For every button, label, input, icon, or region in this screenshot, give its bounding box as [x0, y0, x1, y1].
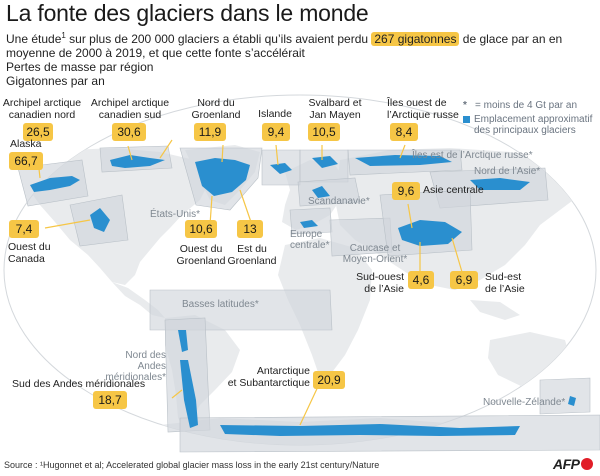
label-greenland-west: Ouest du Groenland [176, 243, 226, 267]
region-new-zealand [539, 377, 591, 415]
value-greenland-west: 10,6 [185, 220, 217, 238]
label-asia-southeast: Sud-est de l’Asie [485, 271, 525, 295]
legend-asterisk-row: * = moins de 4 Gt par an [463, 100, 594, 111]
asterisk-symbol: * [463, 100, 467, 111]
glacier-greenland [195, 158, 250, 196]
label-usa: États-Unis* [150, 209, 201, 220]
label-antarctic: Antarctique et Subantarctique [227, 365, 310, 389]
label-canada-west: Ouest du Canada [8, 241, 51, 265]
legend-glacier-row: Emplacement approximatif des principaux … [463, 114, 594, 136]
footnote-marker: 1 [61, 31, 66, 40]
glacier-alaska [30, 176, 80, 192]
label-new-zealand: Nouvelle-Zélande* [483, 397, 566, 408]
glacier-iceland [270, 163, 292, 174]
afp-dot-icon [580, 458, 593, 470]
value-antarctic: 20,9 [313, 371, 345, 389]
glacier-swatch-icon [463, 116, 470, 123]
world-map [3, 94, 600, 453]
intro-middle: sur plus de 200 000 glaciers a établi qu… [65, 32, 372, 46]
label-low-latitudes: Basses latitudes* [182, 299, 259, 310]
value-greenland-east: 13 [237, 220, 263, 238]
map-legend: * = moins de 4 Gt par an Emplacement app… [463, 100, 594, 139]
label-asia-southwest: Sud-ouest de l’Asie [356, 271, 404, 295]
page-title: La fonte des glaciers dans le monde [6, 0, 369, 26]
glacier-new-zealand [568, 396, 576, 406]
label-greenland-north: Nord du Groenland [191, 97, 241, 121]
intro-text: Une étude1 sur plus de 200 000 glaciers … [6, 29, 596, 60]
region-scandinavia [297, 177, 361, 207]
value-asia-southwest: 4,6 [408, 271, 434, 289]
glacier-canada-west [90, 208, 110, 232]
glacier-canada-arctic [110, 155, 165, 168]
value-russia-west: 8,4 [390, 123, 418, 141]
value-canada-south: 30,6 [112, 123, 146, 141]
label-andes-south: Sud des Andes méridionales [12, 378, 146, 390]
glacier-russia-arctic [355, 155, 452, 166]
legend-glacier-text: Emplacement approximatif des principaux … [474, 114, 593, 136]
label-scandinavia: Scandanavie* [308, 196, 370, 207]
intro-after: de glace par an en moyenne de 2000 à 201… [6, 32, 563, 60]
label-canada-arctic: Archipel arctique canadien nord [2, 97, 82, 121]
intro-before: Une étude [6, 32, 62, 46]
glacier-andes-south [180, 360, 198, 428]
value-iceland: 9,4 [262, 123, 290, 141]
label-alaska: Alaska [10, 138, 42, 150]
glacier-andes-north [178, 330, 188, 352]
glacier-scandinavia [312, 186, 330, 198]
total-loss-highlight: 267 gigatonnes [371, 32, 460, 46]
glacier-asia-north [470, 178, 530, 190]
glacier-asia-central [398, 220, 462, 246]
label-caucasus: Caucase et Moyen-Orient* [342, 243, 408, 265]
label-canada-south: Archipel arctique canadien sud [90, 97, 170, 121]
value-alaska: 66,7 [9, 152, 43, 170]
glacier-marks [30, 155, 576, 436]
afp-logo: AFP [553, 456, 593, 472]
glacier-europe [300, 220, 318, 228]
subtitle-mass-loss: Pertes de masse par région [6, 60, 154, 74]
label-asia-north: Nord de l’Asie* [474, 166, 541, 177]
label-russia-east: Îles est de l’Arctique russe* [412, 150, 533, 161]
glacier-svalbard [312, 156, 338, 168]
value-svalbard: 10,5 [308, 123, 340, 141]
label-russia-west: Îles ouest de l’Arctique russe [387, 97, 459, 121]
subtitle-unit: Gigatonnes par an [6, 74, 105, 88]
value-andes-south: 18,7 [93, 391, 127, 409]
label-svalbard: Svalbard et Jan Mayen [308, 97, 362, 121]
label-asia-central: Asie centrale [423, 184, 484, 196]
value-greenland-north: 11,9 [194, 123, 226, 141]
label-andes-north: Nord des Andes méridionales* [105, 350, 166, 383]
value-canada-arctic: 26,5 [23, 123, 53, 141]
value-asia-southeast: 6,9 [450, 271, 478, 289]
se-asia-islands [470, 300, 520, 320]
label-greenland-east: Est du Groenland [227, 243, 277, 267]
legend-asterisk-text: = moins de 4 Gt par an [475, 100, 578, 111]
glacier-antarctic [220, 424, 520, 436]
value-asia-central: 9,6 [392, 182, 420, 200]
label-europe-central: Europe centrale* [290, 229, 330, 251]
source-note: Source : ¹Hugonnet et al; Accelerated gl… [4, 460, 380, 470]
label-iceland: Islande [258, 108, 292, 120]
value-canada-west: 7,4 [9, 220, 39, 238]
